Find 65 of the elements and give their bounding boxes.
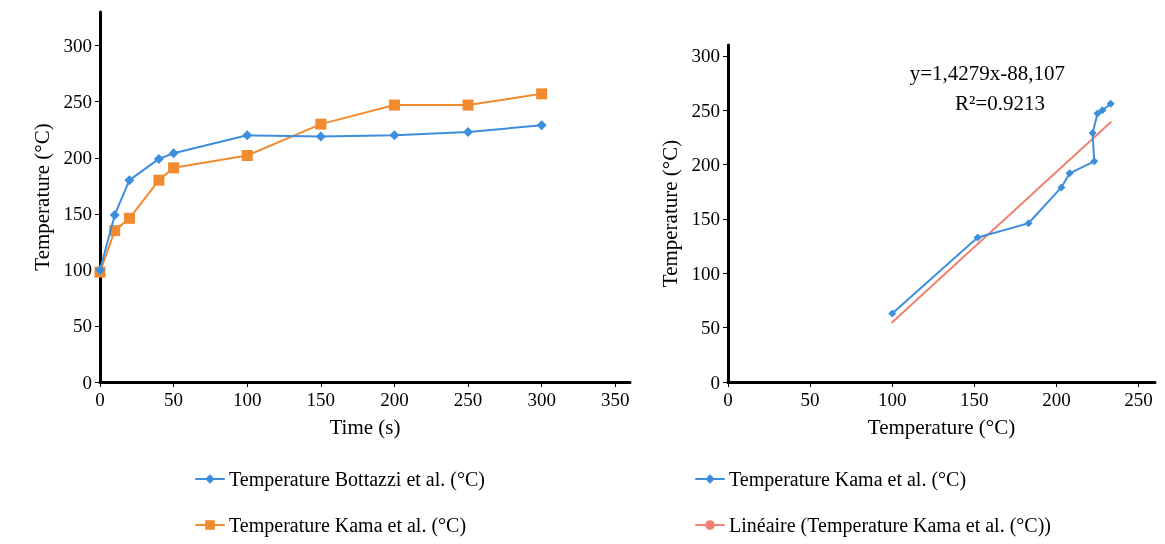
y-tick-label: 200	[691, 154, 720, 176]
legend-label: Temperature Bottazzi et al. (°C)	[229, 468, 485, 491]
x-tick-label: 200	[380, 389, 409, 410]
y-tick-label: 50	[701, 317, 720, 339]
point	[1090, 157, 1099, 166]
point	[123, 212, 135, 224]
point	[168, 162, 180, 174]
x-tick-label: 350	[601, 389, 630, 410]
x-axis-title: Temperature (°C)	[867, 414, 1016, 439]
point	[242, 130, 253, 141]
point	[973, 233, 982, 242]
point	[536, 120, 547, 131]
point	[1065, 169, 1074, 178]
x-tick-label: 150	[306, 389, 336, 410]
point	[1088, 129, 1097, 138]
point	[315, 131, 326, 142]
y-tick-label: 100	[63, 259, 92, 281]
y-tick-label: 250	[63, 91, 92, 113]
point	[153, 153, 164, 164]
point	[389, 130, 400, 141]
point	[1098, 106, 1107, 115]
point	[124, 175, 135, 186]
y-tick-label: 0	[82, 371, 92, 393]
x-tick-label: 50	[164, 389, 184, 410]
x-tick-label: 50	[800, 389, 820, 410]
point	[109, 209, 120, 220]
y-tick-label: 300	[691, 45, 720, 67]
point	[462, 99, 474, 111]
point	[1093, 109, 1102, 118]
point	[153, 174, 165, 186]
x-tick-label: 150	[960, 389, 989, 410]
point	[241, 150, 253, 162]
point	[1106, 99, 1115, 108]
legend-label: Temperature Kama et al. (°C)	[229, 514, 467, 537]
x-tick-label: 250	[1124, 389, 1153, 410]
x-tick-label: 300	[527, 389, 556, 410]
legend-label: Temperature Kama et al. (°C)	[729, 468, 967, 491]
y-axis-title: Temperature (°C)	[30, 123, 55, 271]
y-tick-label: 300	[63, 35, 92, 57]
x-tick-label: 100	[232, 389, 262, 410]
y-tick-label: 50	[73, 315, 92, 337]
x-tick-label: 0	[95, 389, 105, 410]
x-tick-label: 0	[723, 389, 733, 410]
point	[1024, 219, 1033, 228]
x-tick-label: 100	[877, 389, 907, 410]
y-tick-label: 0	[710, 371, 720, 393]
y-tick-label: 250	[691, 99, 720, 121]
annotation: y=1,4279x-88,107	[909, 60, 1066, 85]
point	[168, 148, 179, 159]
x-tick-label: 250	[453, 389, 483, 410]
y-tick-label: 200	[63, 147, 92, 169]
point	[888, 309, 897, 318]
point	[315, 118, 327, 130]
point	[463, 126, 474, 137]
y-tick-label: 100	[691, 262, 720, 284]
point	[536, 88, 548, 100]
y-axis-title: Temperature (°C)	[658, 139, 683, 288]
x-tick-label: 200	[1042, 389, 1071, 410]
y-tick-label: 150	[63, 203, 92, 225]
y-tick-label: 150	[691, 208, 720, 230]
x-axis-title: Time (s)	[329, 414, 401, 439]
annotation: R²=0.9213	[955, 90, 1046, 115]
point	[388, 99, 400, 111]
legend-label: Linéaire (Temperature Kama et al. (°C))	[729, 514, 1051, 537]
point	[1057, 183, 1066, 192]
